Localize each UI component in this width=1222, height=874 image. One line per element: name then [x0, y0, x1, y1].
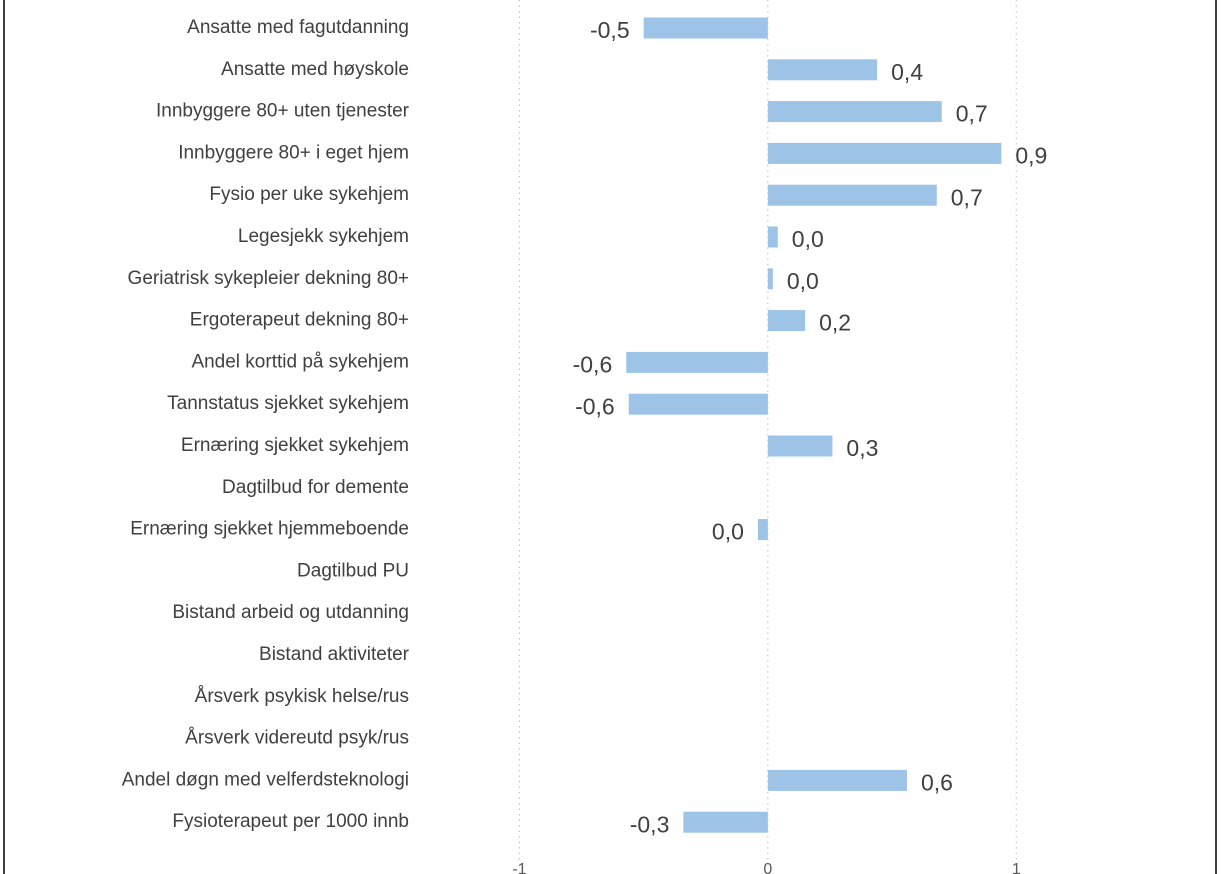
- value-label: 0,3: [846, 435, 878, 461]
- value-label: 0,6: [921, 769, 953, 795]
- x-tick-label: 0: [763, 861, 772, 874]
- category-label: Andel døgn med velferdsteknologi: [122, 769, 409, 790]
- category-label: Ansatte med høyskole: [221, 59, 409, 80]
- value-label: 0,4: [891, 59, 923, 85]
- value-label: 0,2: [819, 310, 851, 336]
- category-label: Geriatrisk sykepleier dekning 80+: [128, 268, 409, 289]
- category-label: Innbyggere 80+ i eget hjem: [178, 142, 409, 163]
- bar: [683, 811, 768, 833]
- bar: [626, 351, 768, 373]
- x-tick-label: 1: [1012, 861, 1021, 874]
- value-label: 0,0: [712, 519, 744, 545]
- category-label: Legesjekk sykehjem: [238, 226, 409, 247]
- category-label: Andel korttid på sykehjem: [191, 351, 409, 372]
- bar: [767, 310, 806, 332]
- category-label: Ernæring sjekket hjemmeboende: [130, 519, 409, 540]
- value-label: -0,5: [590, 17, 630, 43]
- category-label: Ergoterapeut dekning 80+: [190, 310, 409, 331]
- category-label: Årsverk psykisk helse/rus: [195, 686, 409, 707]
- x-tick-label: -1: [512, 861, 526, 874]
- value-label: -0,3: [630, 811, 670, 837]
- value-label: 0,7: [951, 184, 983, 210]
- category-label: Ernæring sjekket sykehjem: [181, 435, 409, 456]
- bar: [767, 268, 773, 290]
- bar: [757, 519, 768, 541]
- category-label: Dagtilbud for demente: [222, 477, 409, 498]
- category-label: Tannstatus sjekket sykehjem: [167, 393, 409, 414]
- value-label: -0,6: [575, 393, 615, 419]
- bar: [767, 101, 942, 123]
- bar: [767, 435, 833, 457]
- value-label: 0,7: [956, 101, 988, 127]
- category-label: Årsverk videreutd psyk/rus: [185, 728, 409, 749]
- category-label: Fysio per uke sykehjem: [209, 184, 409, 205]
- category-label: Ansatte med fagutdanning: [187, 17, 409, 38]
- category-label: Dagtilbud PU: [297, 560, 409, 581]
- category-label: Fysioterapeut per 1000 innb: [172, 811, 409, 832]
- value-label: 0,9: [1015, 142, 1047, 168]
- bar: [767, 769, 907, 791]
- bar: [643, 17, 768, 39]
- bar: [767, 226, 778, 248]
- bar: [767, 142, 1002, 164]
- bar: [767, 184, 937, 206]
- bar: [628, 393, 768, 415]
- value-label: 0,0: [792, 226, 824, 252]
- category-label: Innbyggere 80+ uten tjenester: [156, 101, 410, 122]
- category-label: Bistand aktiviteter: [259, 644, 410, 665]
- value-label: -0,6: [573, 351, 613, 377]
- value-label: 0,0: [787, 268, 819, 294]
- bar: [767, 59, 878, 81]
- category-label: Bistand arbeid og utdanning: [172, 602, 409, 623]
